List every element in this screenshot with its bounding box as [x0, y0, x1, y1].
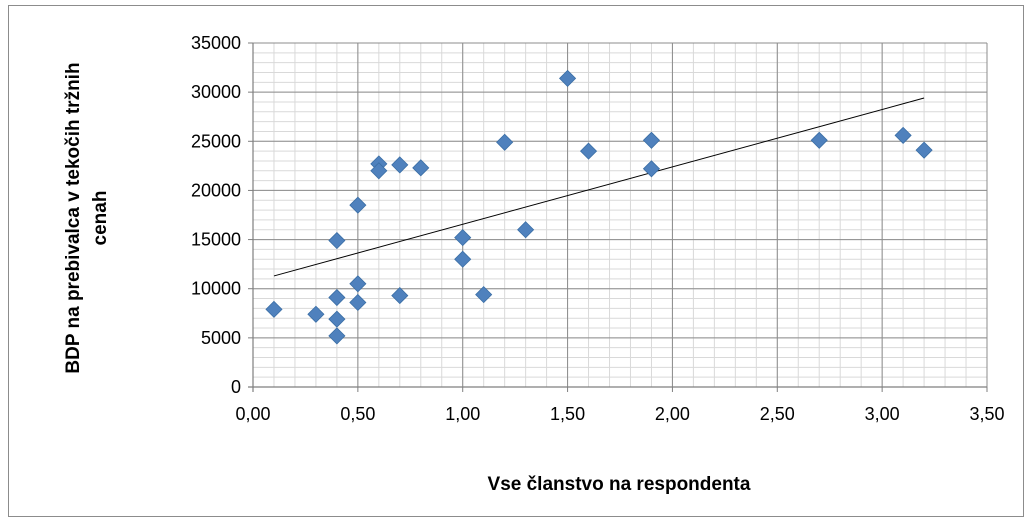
data-point: [496, 133, 514, 151]
data-point: [349, 293, 367, 312]
data-point: [454, 250, 472, 268]
data-point: [579, 142, 598, 160]
x-tick-labels: 0,00 0,50 1,00 1,50 2,00 2,50 3,00 3,50: [235, 404, 1004, 424]
axes: [248, 42, 988, 392]
y-axis-label-line-1: BDP na prebivalca v tekočih tržnih: [63, 62, 84, 373]
data-point: [642, 160, 661, 178]
scatter-chart: 0,00 0,50 1,00 1,50 2,00 2,50 3,00 3,50 0 5000 10…: [63, 33, 1005, 495]
x-tick-label: 0,00: [235, 404, 270, 424]
y-tick-label: 20000: [191, 180, 241, 200]
data-point: [412, 159, 430, 177]
data-point: [391, 287, 409, 305]
data-points: [265, 69, 933, 345]
y-tick-labels: 0 5000 10000 15000 20000 25000 30000 35000: [191, 33, 241, 397]
data-point: [475, 286, 493, 304]
y-axis-label-line-2: cenah: [90, 191, 111, 246]
data-point: [559, 69, 577, 87]
x-tick-label: 2,50: [760, 404, 795, 424]
y-tick-label: 25000: [191, 131, 241, 151]
trendline-group: [273, 97, 925, 277]
data-point: [642, 131, 661, 149]
trendline: [273, 97, 925, 277]
data-point: [328, 288, 346, 307]
data-point: [349, 275, 367, 293]
data-point: [810, 131, 828, 149]
data-point: [915, 141, 933, 159]
x-tick-label: 3,50: [969, 404, 1004, 424]
data-point: [328, 310, 346, 328]
data-point: [265, 300, 283, 318]
y-tick-label: 35000: [191, 33, 241, 53]
data-point: [349, 196, 367, 214]
data-point: [454, 229, 472, 247]
x-tick-label: 0,50: [340, 404, 375, 424]
y-tick-label: 15000: [191, 230, 241, 250]
data-point: [307, 305, 325, 323]
x-tick-label: 3,00: [865, 404, 900, 424]
y-tick-label: 30000: [191, 82, 241, 102]
x-axis-label: Vse članstvo na respondenta: [488, 474, 751, 495]
data-point: [328, 327, 346, 345]
y-tick-label: 10000: [191, 279, 241, 299]
x-tick-label: 1,00: [445, 404, 480, 424]
y-tick-label: 0: [231, 377, 241, 397]
grid-lines: [252, 42, 988, 388]
x-tick-label: 2,00: [655, 404, 690, 424]
y-tick-label: 5000: [201, 328, 241, 348]
data-point: [370, 162, 388, 180]
data-point: [391, 156, 409, 174]
data-point: [894, 126, 912, 144]
data-point: [328, 231, 346, 250]
data-point: [517, 221, 535, 239]
x-tick-label: 1,50: [550, 404, 585, 424]
chart-frame: 0,00 0,50 1,00 1,50 2,00 2,50 3,00 3,50 0 5000 10…: [8, 5, 1024, 517]
